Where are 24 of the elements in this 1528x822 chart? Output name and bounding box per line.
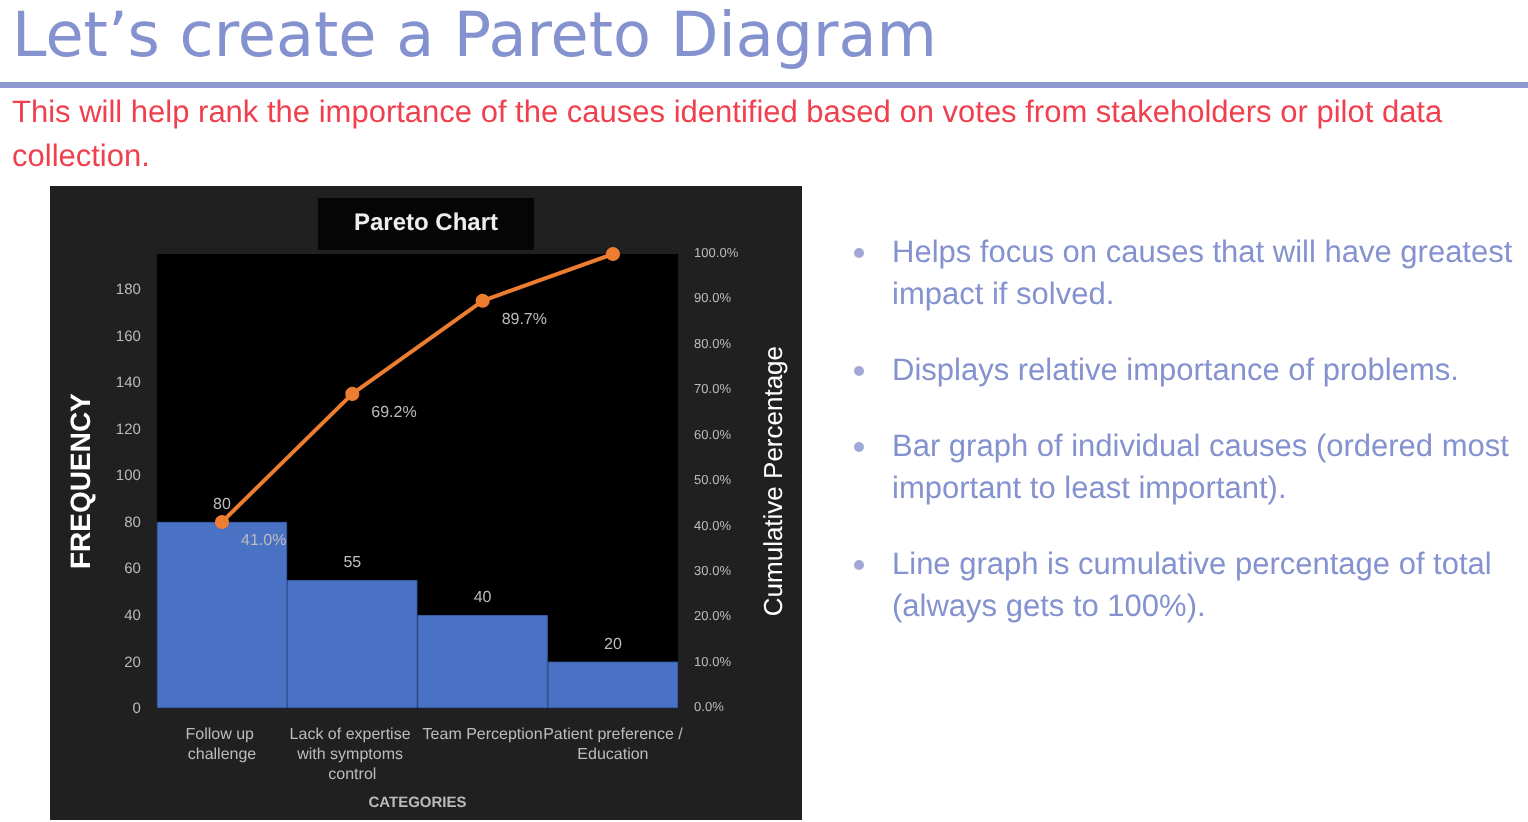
point (215, 514, 229, 529)
chart-title: Pareto Chart (353, 208, 499, 236)
x-tick-label: Patient preference /Education (543, 725, 685, 764)
text: Helps focus on causes that will have greatest impact if solved. (890, 234, 1515, 316)
data-label: 20 (604, 634, 623, 653)
y-axis-title: FREQUENCY (64, 391, 96, 570)
text: This will help rank the importance of the causes identified based on votes from stakeholders or pilot data collection. (12, 94, 1445, 178)
data-label: 40 (473, 588, 493, 607)
data-label: 55 (343, 553, 363, 572)
data-label: 41.0% (240, 530, 287, 549)
text: Let’s create a Pareto Diagram (12, 0, 937, 72)
data-label: 69.2% (371, 402, 417, 421)
text: Line graph is cumulative percentage of total (always gets to 100%). (890, 546, 1494, 628)
point (345, 386, 360, 401)
y2-axis-title: Cumulative Percentage (758, 345, 788, 617)
x-tick-label: Follow up challenge (185, 725, 259, 764)
data-label: 80 (213, 494, 232, 513)
text: Displays relative importance of problems. (890, 352, 1461, 392)
point (475, 293, 490, 308)
text: Bar graph of individual causes (ordered most important to least important). (890, 428, 1511, 510)
x-tick-label: Team Perception (422, 725, 543, 744)
point (605, 247, 620, 261)
data-label: 89.7% (501, 309, 547, 328)
x-tick-label: Lack of expertise with symptoms control (289, 725, 416, 784)
